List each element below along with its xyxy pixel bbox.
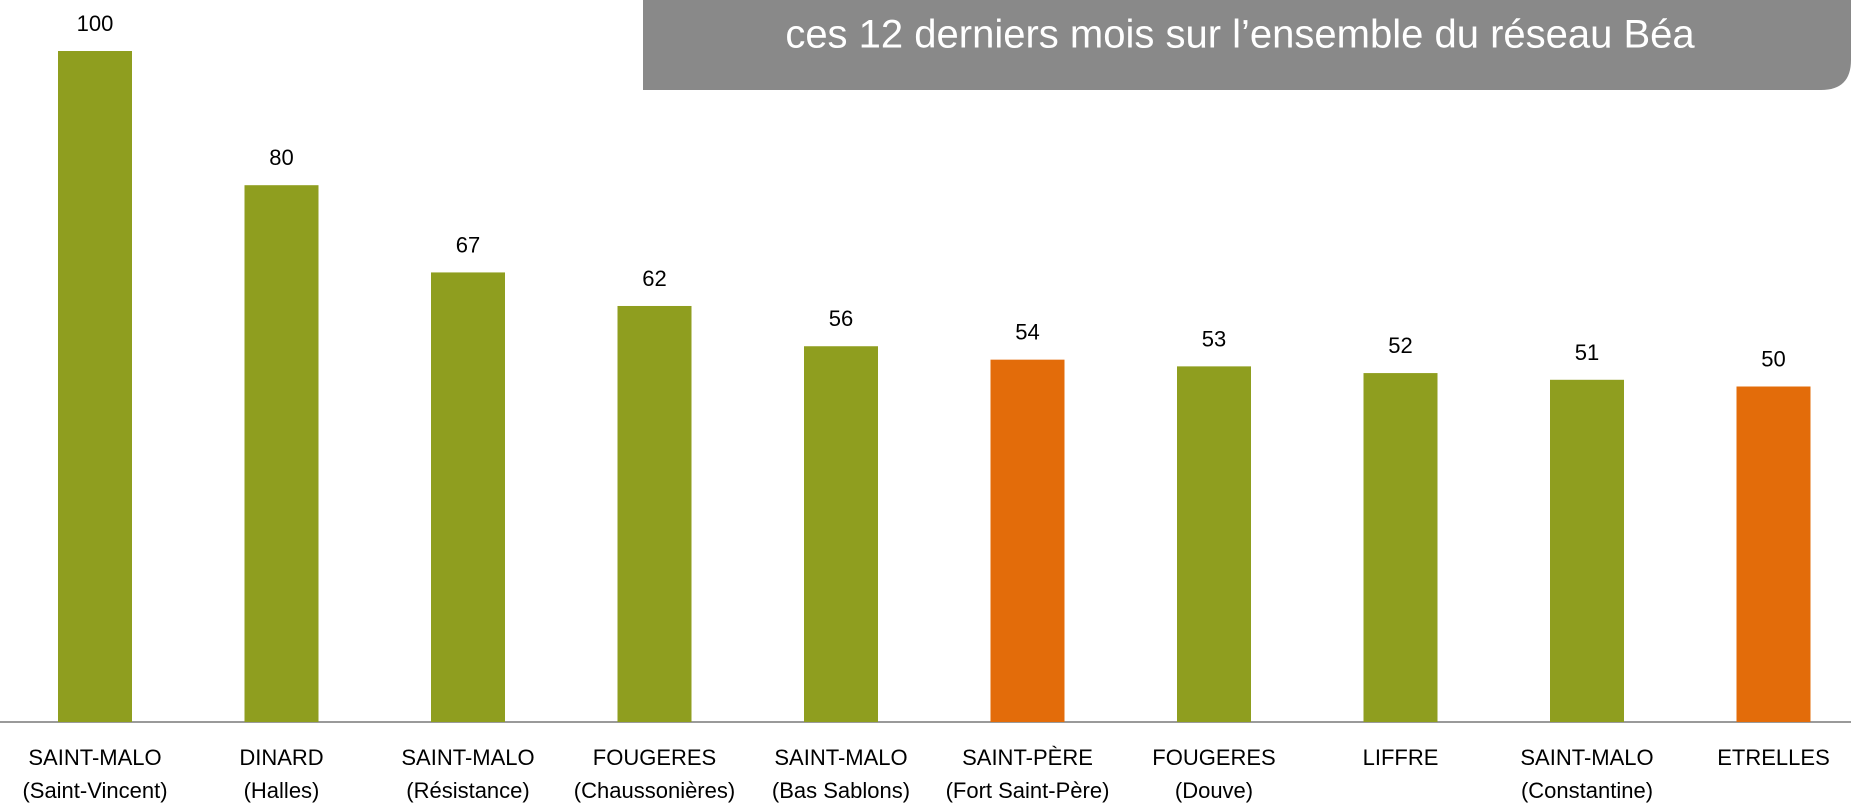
x-tick-label-line: (Résistance) (406, 778, 529, 803)
x-tick-label-line: SAINT-MALO (401, 745, 534, 770)
value-label: 52 (1388, 333, 1412, 358)
x-tick-label: SAINT-MALO (Saint-Vincent) (22, 745, 167, 803)
x-tick-label-line: FOUGERES (593, 745, 716, 770)
x-tick-label: LIFFRE (1363, 745, 1439, 770)
x-tick-label: ETRELLES (1717, 745, 1830, 770)
x-tick-label: FOUGERES (Chaussonières) (574, 745, 735, 803)
chart-title: ces 12 derniers mois sur l’ensemble du r… (785, 13, 1695, 57)
bar (244, 185, 319, 722)
x-tick-label: DINARD (Halles) (239, 745, 323, 803)
x-tick-label-line: LIFFRE (1363, 745, 1439, 770)
x-tick-label: SAINT-MALO (Résistance) (401, 745, 534, 803)
bar (617, 305, 692, 722)
value-label: 67 (456, 232, 480, 257)
value-label: 53 (1202, 326, 1226, 351)
bar (58, 51, 132, 722)
x-tick-label-line: (Constantine) (1521, 778, 1653, 803)
bar (1177, 366, 1251, 722)
value-label: 50 (1761, 347, 1785, 372)
x-tick-label-line: (Douve) (1175, 778, 1253, 803)
x-tick-label-line: (Bas Sablons) (772, 778, 910, 803)
bar (1363, 373, 1438, 722)
value-label: 51 (1575, 340, 1599, 365)
value-label: 100 (77, 11, 114, 36)
x-tick-label-line: (Saint-Vincent) (22, 778, 167, 803)
x-tick-label-line: (Fort Saint-Père) (946, 778, 1110, 803)
value-label: 62 (642, 266, 666, 291)
x-tick-label-line: SAINT-MALO (774, 745, 907, 770)
bar (804, 346, 878, 722)
value-label: 56 (829, 306, 853, 331)
title-box (643, 0, 1851, 90)
x-tick-label: SAINT-MALO (Bas Sablons) (772, 745, 910, 803)
x-tick-label-line: SAINT-MALO (28, 745, 161, 770)
value-label: 54 (1015, 320, 1039, 345)
bar (990, 359, 1065, 722)
x-tick-label-line: DINARD (239, 745, 323, 770)
x-tick-label: FOUGERES (Douve) (1152, 745, 1275, 803)
bar (1550, 379, 1624, 722)
x-tick-label-line: SAINT-MALO (1520, 745, 1653, 770)
x-tick-label-line: ETRELLES (1717, 745, 1830, 770)
x-tick-label-line: SAINT-PÈRE (962, 745, 1093, 770)
bar (431, 272, 505, 722)
value-label: 80 (269, 145, 293, 170)
x-tick-label-line: FOUGERES (1152, 745, 1275, 770)
x-tick-label-line: (Chaussonières) (574, 778, 735, 803)
x-tick-label: SAINT-MALO (Constantine) (1520, 745, 1653, 803)
bar (1736, 386, 1811, 722)
x-tick-label: SAINT-PÈRE (Fort Saint-Père) (946, 745, 1110, 803)
x-tick-label-line: (Halles) (244, 778, 320, 803)
